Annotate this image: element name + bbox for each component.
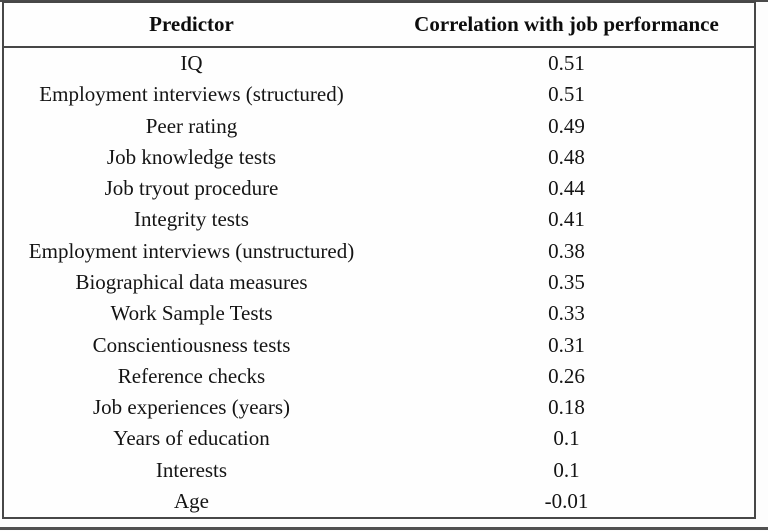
header-correlation: Correlation with job performance [414,12,719,36]
correlation-cell: 0.33 [548,301,585,326]
table-body: IQ 0.51 Employment interviews (structure… [4,48,754,517]
table-row: Employment interviews (unstructured) 0.3… [4,236,754,267]
correlation-cell: 0.1 [553,426,580,451]
correlation-cell: 0.44 [548,176,585,201]
correlation-cell: -0.01 [544,488,589,513]
predictor-cell: Reference checks [117,363,266,388]
table-header-row: Predictor Correlation with job performan… [4,3,754,48]
correlation-cell: 0.18 [548,395,585,420]
predictor-cell: Job tryout procedure [104,176,279,201]
correlation-cell: 0.38 [548,238,585,263]
table-row: IQ 0.51 [4,48,754,79]
bottom-edge-rule [0,527,768,530]
correlation-cell: 0.26 [548,363,585,388]
predictor-cell: Work Sample Tests [110,301,273,326]
header-predictor: Predictor [149,12,234,36]
table-row: Reference checks 0.26 [4,361,754,392]
table-row: Age -0.01 [4,486,754,517]
correlation-cell: 0.49 [548,113,585,138]
table-row: Peer rating 0.49 [4,111,754,142]
table-row: Interests 0.1 [4,454,754,485]
predictor-cell: Conscientiousness tests [92,332,291,357]
correlation-cell: 0.51 [548,82,585,107]
table-row: Biographical data measures 0.35 [4,267,754,298]
predictor-cell: Job knowledge tests [106,144,277,169]
predictor-cell: Employment interviews (structured) [39,82,344,107]
predictor-cell: Age [174,488,209,513]
table-row: Job knowledge tests 0.48 [4,142,754,173]
predictor-cell: Employment interviews (unstructured) [28,238,355,263]
correlation-table: Predictor Correlation with job performan… [2,1,756,519]
predictor-cell: Years of education [113,426,270,451]
correlation-cell: 0.51 [548,51,585,76]
table-row: Conscientiousness tests 0.31 [4,329,754,360]
correlation-cell: 0.1 [553,457,580,482]
predictor-cell: Interests [155,457,228,482]
table-row: Employment interviews (structured) 0.51 [4,79,754,110]
table-row: Job tryout procedure 0.44 [4,173,754,204]
correlation-cell: 0.31 [548,332,585,357]
correlation-cell: 0.35 [548,269,585,294]
correlation-cell: 0.41 [548,207,585,232]
table-row: Job experiences (years) 0.18 [4,392,754,423]
predictor-cell: Peer rating [145,113,238,138]
table-row: Work Sample Tests 0.33 [4,298,754,329]
table-row: Integrity tests 0.41 [4,204,754,235]
predictor-cell: Integrity tests [134,207,249,232]
predictor-cell: Job experiences (years) [92,395,291,420]
correlation-cell: 0.48 [548,144,585,169]
predictor-cell: Biographical data measures [75,269,308,294]
predictor-cell: IQ [180,51,203,76]
table-row: Years of education 0.1 [4,423,754,454]
